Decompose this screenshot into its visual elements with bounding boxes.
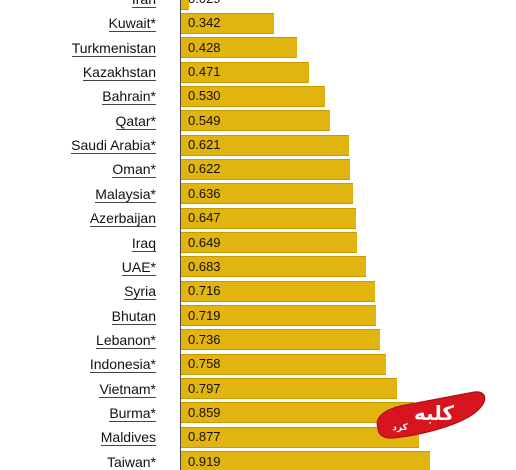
category-label: Taiwan*	[0, 453, 156, 470]
category-label-text: Kazakhstan	[82, 64, 156, 82]
category-label-text: Turkmenistan	[71, 39, 156, 57]
category-label-text: Indonesia*	[89, 356, 156, 374]
value-label: 0.647	[188, 210, 221, 226]
value-label: 0.029	[188, 0, 221, 7]
value-label: 0.758	[188, 356, 221, 372]
category-label: Syria	[0, 283, 156, 301]
value-label: 0.877	[188, 429, 221, 445]
value-label: 0.530	[188, 88, 221, 104]
category-label: Malaysia*	[0, 185, 156, 203]
watermark-logo: کلبه کرد	[376, 391, 486, 439]
bar	[181, 0, 189, 10]
bar	[181, 12, 274, 34]
value-label: 0.736	[188, 331, 221, 347]
bar	[181, 134, 350, 156]
category-label: Iran	[0, 0, 156, 8]
category-label-text: Saudi Arabia*	[71, 137, 156, 155]
category-label-text: UAE*	[121, 258, 156, 276]
category-label: Qatar*	[0, 112, 156, 130]
bar	[181, 426, 419, 448]
bar	[181, 329, 381, 351]
value-label: 0.797	[188, 380, 221, 396]
bar	[181, 207, 357, 229]
bar	[181, 256, 367, 278]
category-label: Bahrain*	[0, 88, 156, 106]
value-label: 0.919	[188, 453, 221, 469]
category-label-text: Azerbaijan	[89, 210, 156, 228]
value-label: 0.471	[188, 64, 221, 80]
bar	[181, 353, 387, 375]
value-label: 0.859	[188, 404, 221, 420]
category-label: Lebanon*	[0, 331, 156, 349]
category-label-text: Iran	[131, 0, 156, 8]
value-label: 0.649	[188, 234, 221, 250]
bar	[181, 61, 309, 83]
category-label: Turkmenistan	[0, 39, 156, 57]
value-label: 0.636	[188, 185, 221, 201]
watermark-shape	[376, 391, 486, 439]
bar	[181, 110, 330, 132]
category-label-text: Taiwan*	[106, 453, 156, 470]
category-label-text: Burma*	[109, 404, 156, 422]
category-label-text: Qatar*	[115, 112, 156, 130]
category-label-text: Lebanon*	[96, 331, 156, 349]
bar	[181, 280, 375, 302]
category-label: Kazakhstan	[0, 64, 156, 82]
value-label: 0.683	[188, 258, 221, 274]
value-label: 0.621	[188, 137, 221, 153]
category-label-text: Maldives	[100, 429, 156, 447]
category-axis-line	[180, 0, 181, 470]
value-label: 0.719	[188, 307, 221, 323]
watermark-text: کلبه	[414, 401, 454, 425]
category-label: Maldives	[0, 429, 156, 447]
category-label: Burma*	[0, 404, 156, 422]
category-label-text: Malaysia*	[95, 185, 156, 203]
category-label: Bhutan	[0, 307, 156, 325]
category-label-text: Vietnam*	[99, 380, 156, 398]
value-label: 0.342	[188, 15, 221, 31]
bar	[181, 305, 376, 327]
bar	[181, 378, 397, 400]
value-label: 0.549	[188, 112, 221, 128]
category-label-text: Bhutan	[111, 307, 156, 325]
bar	[181, 183, 354, 205]
bar	[181, 158, 350, 180]
bar	[181, 232, 357, 253]
bar	[181, 85, 325, 107]
category-label: Azerbaijan	[0, 210, 156, 228]
bar	[181, 402, 414, 424]
category-label: Oman*	[0, 161, 156, 179]
category-label-text: Kuwait*	[108, 15, 156, 33]
category-label: Vietnam*	[0, 380, 156, 398]
category-label: Saudi Arabia*	[0, 137, 156, 155]
bar	[181, 37, 297, 59]
watermark-subtext: کرد	[392, 423, 408, 433]
category-label-text: Bahrain*	[102, 88, 156, 106]
value-label: 0.716	[188, 283, 221, 299]
value-label: 0.428	[188, 39, 221, 55]
category-label-text: Oman*	[112, 161, 156, 179]
category-label: Iraq	[0, 234, 156, 252]
category-label-text: Iraq	[131, 234, 156, 252]
category-label: UAE*	[0, 258, 156, 276]
category-label: Indonesia*	[0, 356, 156, 374]
bar	[181, 451, 430, 470]
category-label: Kuwait*	[0, 15, 156, 33]
value-label: 0.622	[188, 161, 221, 177]
category-label-text: Syria	[124, 283, 156, 301]
